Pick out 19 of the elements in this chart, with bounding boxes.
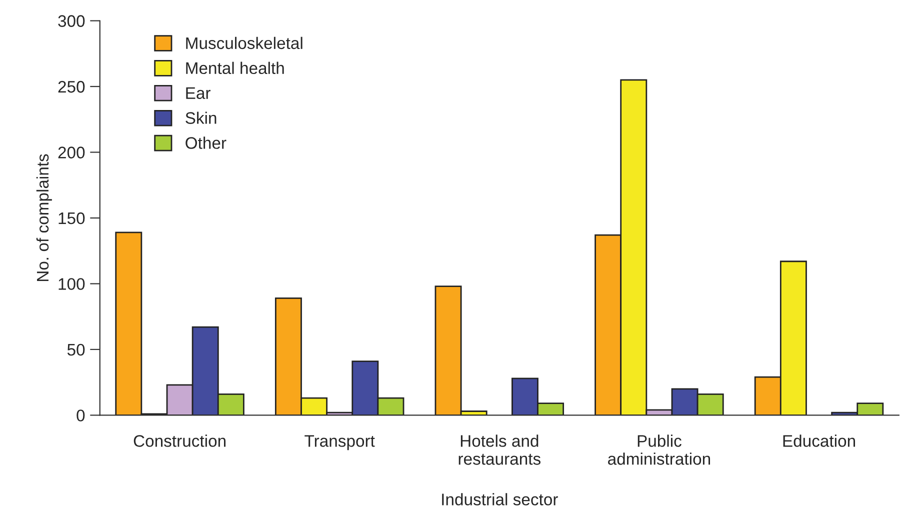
x-tick-label: Hotels and restaurants	[458, 434, 540, 465]
x-tick-label: Education	[783, 434, 855, 447]
y-tick-label: 0	[76, 410, 85, 422]
legend-label: Musculoskeletal	[186, 36, 302, 50]
x-tick-label: Construction	[134, 434, 226, 447]
x-tick-label: Transport	[304, 435, 375, 450]
y-axis-title: No. of complaints	[36, 154, 52, 281]
x-axis-title: Industrial sector	[442, 493, 558, 506]
y-tick-label: 100	[58, 278, 85, 290]
y-tick-label: 300	[58, 15, 85, 27]
x-tick-label: Public administration	[608, 434, 710, 465]
y-tick-label: 50	[67, 344, 85, 356]
legend-label: Skin	[186, 112, 216, 124]
legend-label: Mental health	[186, 62, 284, 74]
y-tick-label: 250	[58, 80, 85, 93]
legend-label: Other	[186, 136, 226, 149]
y-tick-label: 150	[58, 212, 85, 224]
legend-label: Ear	[186, 87, 210, 100]
y-tick-label: 200	[58, 146, 85, 158]
